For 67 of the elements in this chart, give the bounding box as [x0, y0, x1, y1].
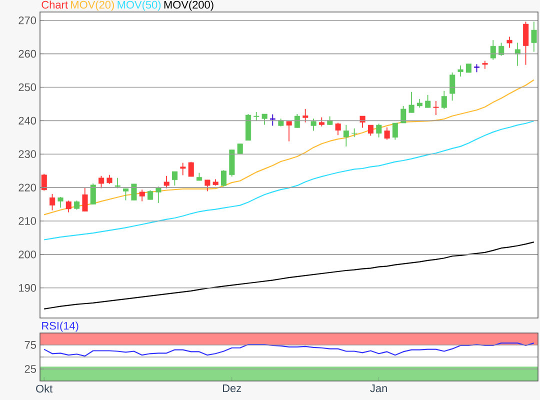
- candlestick: [131, 183, 137, 201]
- y-tick-label: 210: [18, 217, 36, 225]
- text: Chart: [42, 0, 68, 9]
- candlestick: [318, 116, 325, 127]
- y-tick-label: 240: [18, 116, 36, 125]
- x-tick-label: Dez: [223, 384, 242, 392]
- candlestick: [424, 94, 431, 108]
- y-tick-label: 190: [19, 284, 36, 292]
- y-tick-label: 75: [24, 341, 36, 349]
- candlestick: [310, 118, 316, 132]
- candlestick: [294, 114, 300, 128]
- candlestick: [58, 196, 64, 208]
- candlestick: [98, 175, 104, 189]
- candlestick: [433, 100, 439, 116]
- candlestick: [392, 122, 398, 140]
- candlestick: [220, 170, 227, 188]
- candlestick: [449, 72, 456, 102]
- candlestick: [188, 161, 194, 177]
- candlestick: [172, 171, 178, 186]
- candlestick: [139, 189, 145, 202]
- candlestick: [335, 122, 341, 136]
- candlestick: [204, 179, 210, 192]
- candlestick: [400, 106, 406, 124]
- text: MOV(200): [164, 0, 214, 11]
- text: MOV(20): [71, 0, 114, 11]
- candlestick: [180, 162, 186, 176]
- candlestick: [262, 114, 268, 126]
- y-tick-label: 270: [18, 16, 36, 24]
- candlestick: [441, 90, 447, 110]
- candlestick: [254, 112, 260, 122]
- candlestick: [514, 42, 520, 66]
- y-tick-label: 250: [18, 83, 36, 92]
- candlestick: [66, 200, 72, 213]
- series-label: RSI(14): [42, 322, 78, 332]
- candlestick: [376, 123, 382, 138]
- candlestick: [286, 120, 292, 142]
- y-tick-label: 200: [18, 250, 36, 258]
- y-tick-label: 260: [18, 50, 36, 58]
- candlestick: [384, 126, 390, 140]
- candlestick: [360, 116, 366, 128]
- candlestick: [368, 124, 374, 136]
- candlestick: [351, 128, 358, 138]
- candlestick: [498, 42, 504, 56]
- candlestick: [41, 173, 47, 192]
- candlestick: [147, 190, 154, 200]
- candlestick: [82, 187, 88, 212]
- x-tick-label: Okt: [36, 384, 53, 393]
- candlestick: [408, 91, 414, 114]
- y-tick-label: 220: [18, 184, 36, 192]
- candlestick: [106, 174, 112, 184]
- candlestick: [506, 36, 512, 48]
- text: MOV(50): [118, 0, 161, 11]
- candlestick: [343, 124, 349, 147]
- candlestick: [164, 175, 170, 189]
- x-tick-label: Jan: [370, 384, 387, 392]
- y-tick-label: 25: [24, 365, 36, 373]
- candlestick: [522, 21, 529, 66]
- y-tick-label: 230: [18, 150, 36, 158]
- candlestick: [458, 65, 464, 77]
- candlestick: [490, 40, 496, 60]
- candlestick: [90, 183, 96, 205]
- candlestick: [302, 108, 308, 123]
- candlestick: [156, 186, 162, 204]
- candlestick: [74, 200, 80, 210]
- candlestick: [49, 193, 56, 211]
- candlestick: [122, 188, 129, 201]
- candlestick: [531, 21, 537, 52]
